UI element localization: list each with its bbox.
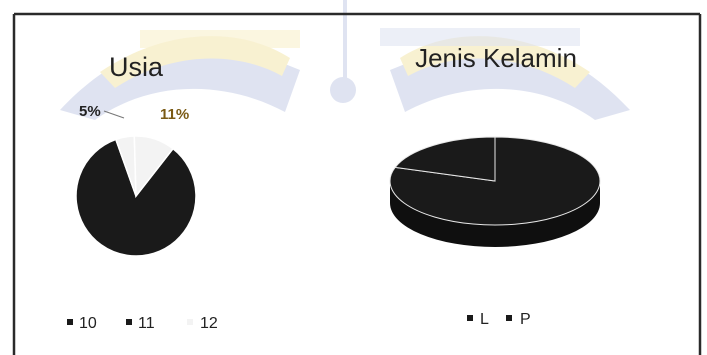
legend-swatch-p — [506, 315, 512, 321]
jenis-kelamin-title: Jenis Kelamin — [415, 43, 577, 73]
jenis-kelamin-chart: Jenis Kelamin L P — [389, 43, 601, 328]
usia-leader-line — [103, 110, 125, 119]
legend-label-l: L — [480, 311, 489, 328]
legend-label-10: 10 — [79, 315, 97, 332]
jenis-kelamin-slice-L — [389, 136, 601, 226]
jenis-kelamin-pie — [389, 136, 601, 247]
watermark-logo — [60, 0, 630, 120]
legend-swatch-10 — [67, 319, 73, 325]
usia-data-label-12: 11% — [160, 106, 189, 123]
usia-chart: Usia 5% 11% 10 11 12 — [67, 52, 218, 332]
legend-label-12: 12 — [200, 315, 218, 332]
legend-swatch-12 — [187, 319, 193, 325]
usia-legend: 10 11 12 — [67, 315, 218, 332]
jenis-kelamin-side — [390, 181, 600, 247]
jenis-kelamin-slice-P — [394, 136, 496, 182]
usia-pie — [75, 135, 197, 257]
legend-swatch-l — [467, 315, 473, 321]
usia-data-label-11: 5% — [79, 103, 101, 120]
usia-slice-10 — [75, 138, 197, 257]
legend-swatch-11 — [126, 319, 132, 325]
usia-title: Usia — [109, 52, 164, 82]
usia-slice-12 — [133, 135, 174, 199]
legend-label-11: 11 — [138, 315, 155, 332]
jenis-kelamin-legend: L P — [467, 311, 531, 328]
legend-label-p: P — [520, 311, 531, 328]
